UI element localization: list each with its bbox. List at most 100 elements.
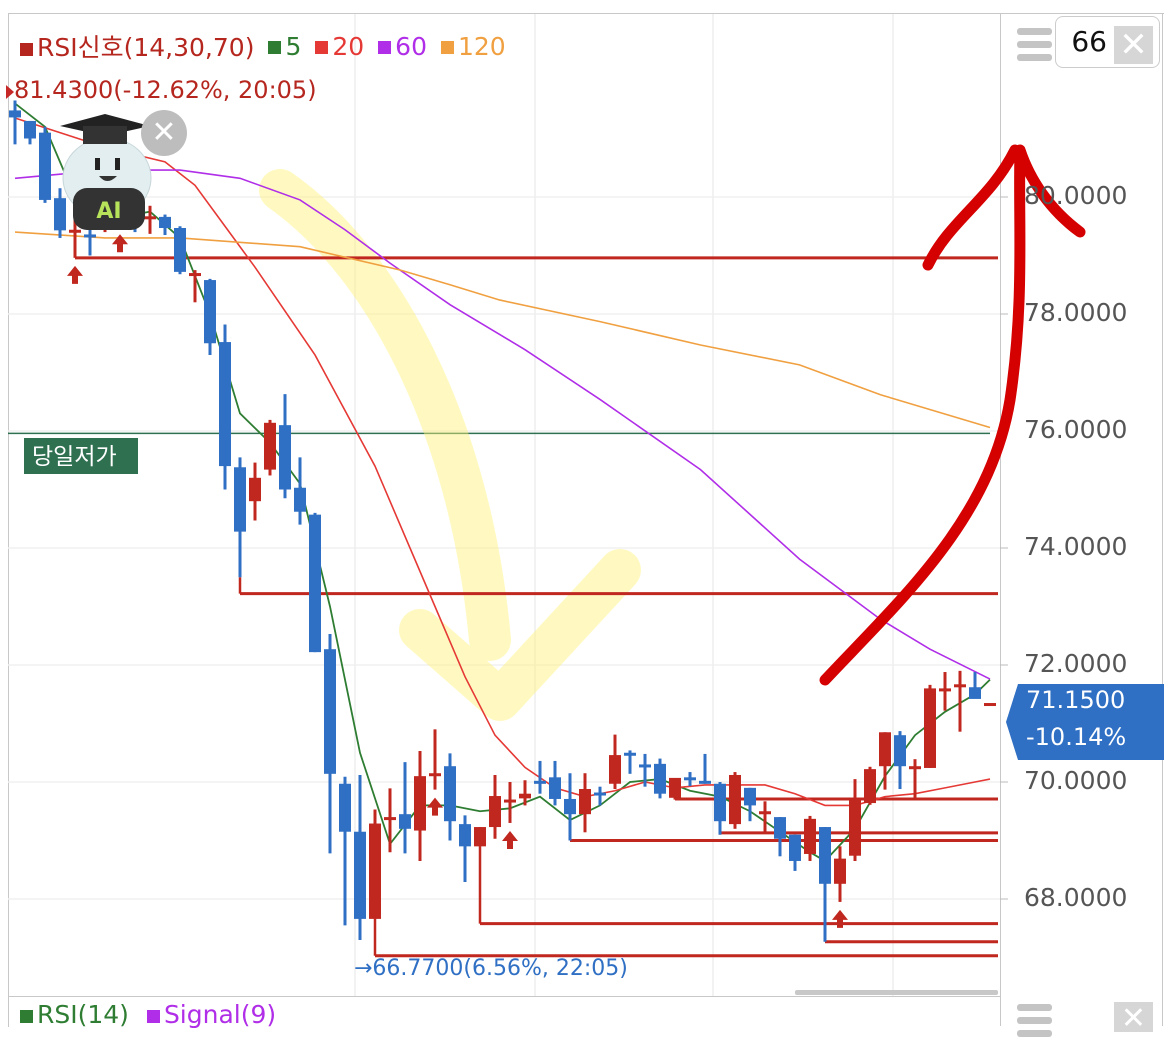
buy-signal-arrow-icon [502,830,518,849]
candle [339,776,351,926]
candle [369,809,381,919]
candle-body [864,769,876,804]
candle [279,394,291,499]
ai-mascot-icon: AI [60,114,152,230]
candle [459,815,471,883]
candle-body [594,792,606,796]
candle [309,512,321,653]
candle [564,773,576,841]
candle [699,753,711,784]
candle-body [174,228,186,272]
candle-body [69,229,81,233]
candle-body [219,342,231,467]
candle-body [249,477,261,502]
candle-body [579,789,591,815]
candle [54,188,66,238]
candle-body [924,688,936,768]
candle-body [294,487,306,512]
candle-body [159,216,171,229]
current-price-tag: 71.1500 -10.14% [1006,684,1164,760]
candle-body [819,827,831,884]
candle-body [684,777,696,781]
candle [324,633,336,854]
candle-body [669,777,681,798]
candle-body [699,780,711,784]
rsi-panel-close-button[interactable]: ✕ [1114,1002,1153,1036]
candle-body [324,649,336,774]
candle-body [444,766,456,822]
candle [609,734,621,790]
legend-rsi[interactable]: RSI(14) [20,1000,129,1029]
candle [624,750,636,774]
price-axis-border [1000,13,1001,1026]
price-tick-label: 68.0000 [1024,883,1128,912]
candle [294,457,306,525]
candle [729,772,741,829]
ma-line-60 [14,169,991,680]
candle-body [354,831,366,919]
chart-frame [8,13,1164,1027]
candle-body [309,514,321,653]
candle [474,827,486,847]
candle-body [894,735,906,767]
ai-mascot-button[interactable]: AI [55,106,190,231]
buy-signal-arrow-icon [832,909,848,928]
candle [909,759,921,799]
legend-rsi-signal[interactable]: RSI신호(14,30,70) [20,28,254,64]
candle-body [144,216,156,220]
candle-body [729,774,741,825]
rsi-panel-menu-icon[interactable] [1017,1004,1052,1043]
candle [864,766,876,805]
candle-body [54,198,66,231]
indicator-legend: RSI신호(14,30,70) 5 20 60 120 [20,28,506,64]
candle [549,760,561,806]
hamburger-menu-icon[interactable] [1017,28,1052,67]
candle [399,762,411,854]
legend-ma5[interactable]: 5 [268,32,301,61]
candle [249,462,261,521]
price-tick-label: 76.0000 [1024,415,1128,444]
candle [69,218,81,258]
current-change: -10.14% [1026,723,1127,751]
candle-body [624,752,636,756]
candle-body [714,783,726,822]
candle [939,672,951,711]
candle-body [489,796,501,828]
close-indicator-button[interactable]: ✕ [1114,26,1153,64]
horizontal-scrollbar[interactable] [795,990,998,995]
candle-body [954,684,966,688]
candle-body [759,811,771,815]
candle [924,684,936,768]
legend-ma120[interactable]: 120 [440,32,506,61]
candle [234,457,246,578]
candle-body [279,425,291,490]
candle-body [549,777,561,799]
yellow-highlighter-arrow [259,169,641,721]
candle [789,834,801,871]
price-tick-label: 72.0000 [1024,649,1128,678]
candle-body [789,834,801,861]
legend-ma20[interactable]: 20 [315,32,364,61]
candle [159,214,171,236]
candle [714,782,726,835]
candle-body [654,763,666,794]
candle [774,817,786,857]
high-price-marker: 81.4300(-12.62%, 20:05) [14,76,317,104]
candle-body [9,110,21,118]
candle [39,126,51,203]
candle [24,120,36,145]
candle [264,419,276,476]
candle [204,278,216,355]
legend-ma60[interactable]: 60 [378,32,427,61]
ai-close-button[interactable]: ✕ [141,110,187,156]
candle [849,779,861,861]
candles [9,100,996,942]
candle-body [189,273,201,277]
legend-signal[interactable]: Signal(9) [146,1000,276,1029]
candle-body [264,422,276,470]
candle [969,672,981,699]
candle [174,226,186,275]
candle-body [744,787,756,806]
candle [744,787,756,822]
